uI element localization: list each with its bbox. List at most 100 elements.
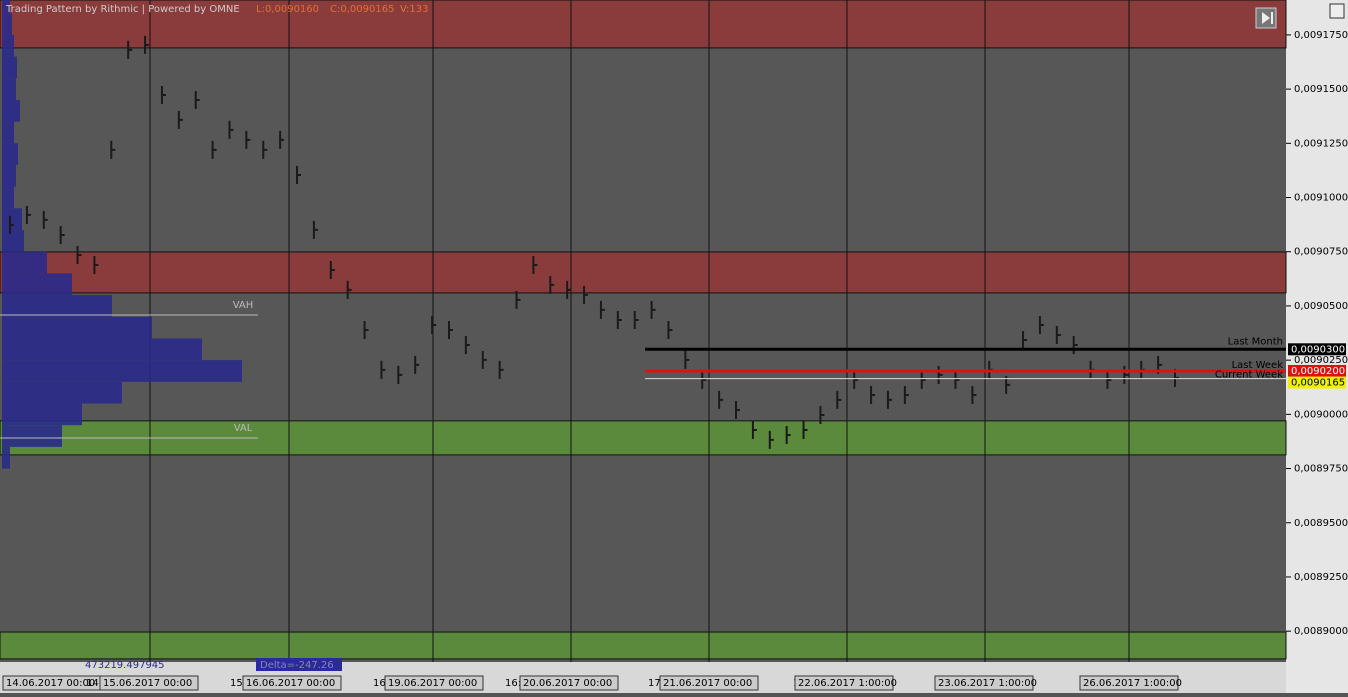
x-tick-label: 22.06.2017 1:00:00 [798, 678, 897, 689]
zone [0, 251, 1287, 294]
price-bar [971, 386, 977, 405]
volume-profile-bar [2, 78, 16, 100]
volume-profile-bar [2, 425, 62, 447]
level-name: Last Month [1228, 336, 1283, 347]
price-bar [633, 311, 639, 330]
header-text: V:133 [400, 4, 428, 15]
price-bar [127, 40, 133, 59]
volume-profile-bar [2, 143, 18, 165]
volume-profile-bar [2, 121, 14, 144]
price-bar [768, 430, 774, 449]
price-bar [937, 365, 943, 384]
price-bar [296, 165, 302, 184]
price-bar [802, 420, 808, 439]
time-axis [0, 662, 1286, 693]
volume-profile-bar [2, 403, 82, 426]
price-bar [903, 386, 909, 405]
y-tick-label: 0,0091750 [1294, 30, 1348, 41]
price-bar [59, 226, 65, 245]
price-bar [346, 280, 352, 299]
volume-profile-bar [2, 99, 20, 122]
level-price: 0,0090200 [1291, 366, 1345, 377]
menu-button[interactable] [1329, 3, 1345, 19]
zone [0, 0, 1287, 49]
header-text: C:0,0090165 [330, 4, 394, 15]
volume-profile-bar [2, 13, 12, 35]
price-bar [1123, 365, 1129, 384]
header-text: L:0,0090160 [256, 4, 319, 15]
price-bar [228, 120, 234, 139]
x-label-box [1079, 675, 1179, 691]
zone [0, 631, 1287, 660]
price-bar [870, 386, 876, 405]
x-label-box [659, 675, 759, 691]
price-bar [1072, 335, 1078, 354]
price-bar [431, 316, 437, 335]
delta: Delta=-247.26 [260, 660, 334, 671]
price-bar [701, 370, 707, 389]
price-bar [110, 140, 116, 159]
price-bar [836, 390, 842, 409]
price-bar [211, 140, 217, 159]
price-bar [599, 300, 605, 319]
price-bar [498, 360, 504, 379]
price-bar [819, 405, 825, 424]
y-tick-label: 0,0090500 [1294, 301, 1348, 312]
price-bar [93, 255, 99, 274]
header-text: Trading Pattern by Rithmic | Powered by … [5, 4, 240, 15]
volume-profile-bar [2, 338, 202, 361]
x-tick-label: 23.06.2017 1:00:00 [938, 678, 1037, 689]
price-bar [312, 220, 318, 239]
price-bar [1022, 330, 1028, 349]
volume-profile-bar [2, 165, 16, 187]
price-bar [279, 130, 285, 149]
value-area-label: VAH [233, 300, 254, 311]
price-bar [954, 370, 960, 389]
x-tick-label: 19.06.2017 00:00 [388, 678, 477, 689]
price-bar [532, 255, 538, 274]
volume-profile-bar [2, 381, 122, 404]
price-bar [329, 260, 335, 279]
x-tick-label: 20.06.2017 00:00 [523, 678, 612, 689]
y-tick-label: 0,0090750 [1294, 247, 1348, 258]
price-bar [1106, 370, 1112, 389]
level-price-box [1288, 364, 1346, 377]
level-name: Last Week [1232, 360, 1284, 371]
x-tick-label: 14.06.2017 00:00 [6, 678, 95, 689]
volume-profile-bar [2, 316, 152, 339]
price-bar [616, 311, 622, 330]
volume-profile-bar [2, 186, 14, 209]
price-bar [515, 290, 521, 309]
price-bar [650, 300, 656, 319]
play-icon [1262, 12, 1273, 24]
y-tick-label: 0,0090000 [1294, 409, 1348, 420]
price-bar [76, 245, 82, 264]
level-price-box [1288, 343, 1346, 356]
volume-profile-bar [2, 251, 47, 274]
price-bar [414, 355, 420, 374]
x-tick-label: 16.06.2017 00:00 [246, 678, 335, 689]
volume-profile-bar [2, 446, 10, 469]
y-tick-label: 0,0091500 [1294, 84, 1348, 95]
value-area-label: VAL [234, 423, 253, 434]
y-tick-label: 0,0091000 [1294, 193, 1348, 204]
price-bar [160, 85, 166, 104]
plot-area [0, 0, 1286, 662]
x-label-box [384, 675, 484, 691]
price-bar [735, 401, 741, 420]
price-bar [144, 35, 150, 54]
price-bar [481, 350, 487, 369]
x-label-box [794, 675, 894, 691]
volume-profile-bar [2, 34, 14, 57]
x-tick-label: 21.06.2017 00:00 [663, 678, 752, 689]
price-bar [9, 215, 14, 234]
price-bar [886, 390, 892, 409]
price-bar [464, 335, 470, 354]
price-bar [785, 425, 791, 444]
price-bar [262, 140, 268, 159]
volume-profile-bar [2, 295, 112, 317]
price-bar [718, 390, 724, 409]
volume-total: 473219.497945 [85, 660, 165, 671]
price-bar [684, 350, 690, 369]
y-tick-label: 0,0089750 [1294, 464, 1348, 475]
